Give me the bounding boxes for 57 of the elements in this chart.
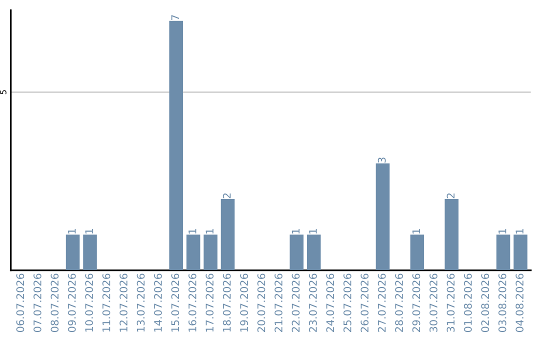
bar: [444, 199, 458, 270]
x-tick-label: 31.07.2026: [446, 274, 455, 332]
data-label: 1: [206, 229, 214, 234]
x-tick-label: 19.07.2026: [240, 274, 248, 332]
data-label: 3: [378, 158, 386, 163]
bar: [66, 234, 80, 270]
x-tick-label: 12.07.2026: [120, 274, 128, 332]
data-label: 1: [85, 229, 93, 234]
data-label: 2: [446, 193, 454, 198]
x-tick-label: 08.07.2026: [50, 274, 59, 332]
x-tick-label: 18.07.2026: [222, 274, 231, 332]
x-tick-label: 24.07.2026: [326, 274, 334, 332]
bar: [169, 20, 183, 270]
x-tick-label: 20.07.2026: [257, 274, 266, 332]
y-tick-label: 5: [0, 90, 6, 94]
x-tick-label: 15.07.2026: [171, 274, 180, 332]
x-tick-label: 07.07.2026: [33, 274, 42, 332]
bar: [496, 234, 510, 270]
data-label: 1: [516, 229, 524, 234]
x-tick-label: 23.07.2026: [309, 274, 317, 332]
x-tick-label: 13.07.2026: [136, 274, 145, 332]
x-tick-label: 03.08.2026: [498, 274, 506, 332]
x-tick-label: 25.07.2026: [343, 274, 352, 332]
data-label: 1: [498, 229, 506, 234]
x-tick-label: 02.08.2026: [481, 274, 490, 332]
data-label: 1: [412, 229, 420, 234]
bar: [186, 234, 200, 270]
x-tick-label: 01.08.2026: [464, 274, 472, 332]
bar: [204, 234, 218, 270]
x-tick-label: 29.07.2026: [412, 274, 420, 332]
bar: [306, 234, 321, 270]
x-tick-label: 11.07.2026: [102, 274, 110, 332]
x-tick-label: 10.07.2026: [85, 274, 94, 332]
data-label: 1: [68, 229, 76, 234]
data-label: 2: [222, 193, 231, 198]
x-tick-label: 04.08.2026: [516, 274, 524, 332]
bar: [376, 163, 390, 270]
x-tick-label: 06.07.2026: [16, 274, 24, 332]
data-label: 1: [188, 229, 196, 234]
x-tick-label: 16.07.2026: [188, 274, 196, 332]
x-tick-label: 22.07.2026: [292, 274, 300, 332]
data-label: 1: [292, 229, 300, 234]
data-label: 7: [171, 15, 179, 20]
bar: [83, 234, 97, 270]
bar: [514, 234, 528, 270]
bar: [220, 199, 235, 270]
bar: [290, 234, 304, 270]
x-tick-label: 14.07.2026: [154, 274, 162, 332]
x-tick-label: 17.07.2026: [206, 274, 214, 332]
x-tick-label: 28.07.2026: [395, 274, 403, 332]
x-tick-label: 27.07.2026: [378, 274, 386, 332]
x-tick-label: 09.07.2026: [68, 274, 76, 332]
x-tick-label: 26.07.2026: [360, 274, 369, 332]
x-tick-label: 30.07.2026: [430, 274, 438, 332]
x-tick-label: 21.07.2026: [274, 274, 282, 332]
data-label: 1: [309, 229, 317, 234]
bar: [410, 234, 424, 270]
